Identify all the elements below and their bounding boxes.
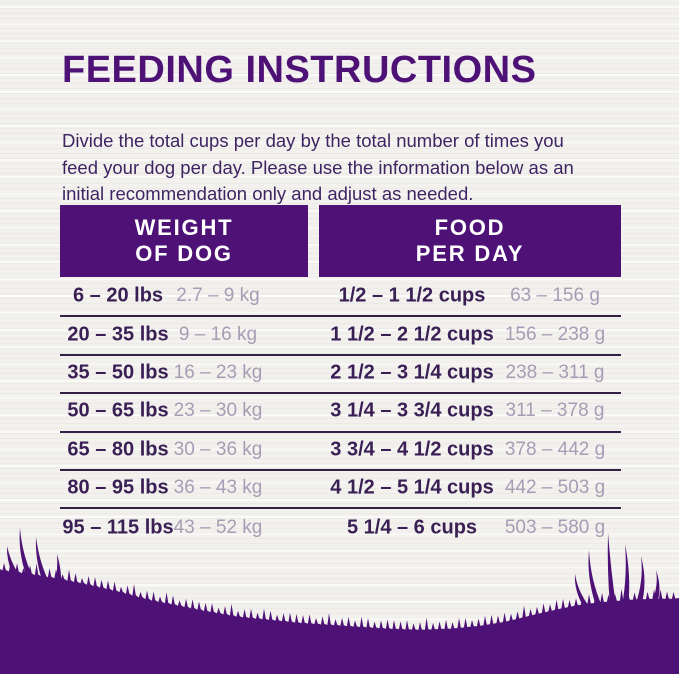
food-cups-value: 2 1/2 – 3 1/4 cups (330, 361, 494, 384)
food-cups-value: 3 3/4 – 4 1/2 cups (330, 438, 494, 461)
weight-lbs-value: 65 – 80 lbs (67, 438, 169, 461)
bottom-border-strip (0, 674, 679, 679)
column-header-food-per-day: FOOD PER DAY (319, 205, 621, 277)
intro-line-1: Divide the total cups per day by the tot… (62, 130, 564, 151)
table-row: 20 – 35 lbs 9 – 16 kg 1 1/2 – 2 1/2 cups… (60, 317, 621, 356)
intro-text: Divide the total cups per day by the tot… (62, 128, 574, 208)
table-row: 80 – 95 lbs 36 – 43 kg 4 1/2 – 5 1/4 cup… (60, 471, 621, 510)
weight-kg-value: 23 – 30 kg (173, 400, 263, 422)
weight-kg-value: 9 – 16 kg (178, 323, 258, 345)
intro-line-3: initial recommendation only and adjust a… (62, 183, 474, 204)
food-cups-value: 3 1/4 – 3 3/4 cups (330, 399, 494, 422)
weight-kg-value: 2.7 – 9 kg (176, 285, 260, 307)
food-grams-value: 503 – 580 g (504, 517, 606, 539)
grass-silhouette (0, 528, 679, 674)
weight-lbs-value: 20 – 35 lbs (67, 323, 169, 346)
weight-lbs-value: 6 – 20 lbs (72, 284, 164, 307)
intro-line-2: feed your dog per day. Please use the in… (62, 156, 574, 178)
table-row: 50 – 65 lbs 23 – 30 kg 3 1/4 – 3 3/4 cup… (60, 394, 621, 433)
column-header-food-line-1: FOOD (434, 215, 506, 240)
food-grams-value: 378 – 442 g (504, 438, 606, 460)
weight-kg-value: 36 – 43 kg (173, 477, 263, 499)
weight-lbs-value: 35 – 50 lbs (67, 361, 169, 384)
table-row: 65 – 80 lbs 30 – 36 kg 3 3/4 – 4 1/2 cup… (60, 433, 621, 471)
table-row: 35 – 50 lbs 16 – 23 kg 2 1/2 – 3 1/4 cup… (60, 356, 621, 395)
weight-kg-value: 43 – 52 kg (173, 517, 263, 539)
column-header-food-line-2: PER DAY (415, 241, 525, 266)
column-header-weight-line-2: OF DOG (135, 241, 233, 266)
food-cups-value: 1 1/2 – 2 1/2 cups (330, 323, 494, 346)
weight-lbs-value: 50 – 65 lbs (67, 399, 169, 422)
food-grams-value: 238 – 311 g (505, 362, 605, 384)
weight-lbs-value: 95 – 115 lbs (62, 516, 174, 539)
weight-lbs-value: 80 – 95 lbs (67, 476, 169, 499)
food-cups-value: 1/2 – 1 1/2 cups (338, 284, 486, 307)
table-row: 6 – 20 lbs 2.7 – 9 kg 1/2 – 1 1/2 cups 6… (60, 279, 621, 318)
food-grams-value: 63 – 156 g (510, 285, 600, 307)
table-row: 95 – 115 lbs 43 – 52 kg 5 1/4 – 6 cups 5… (60, 509, 621, 549)
feeding-table: 6 – 20 lbs 2.7 – 9 kg 1/2 – 1 1/2 cups 6… (60, 279, 621, 549)
food-grams-value: 311 – 378 g (505, 400, 605, 422)
column-header-weight-line-1: WEIGHT (134, 215, 234, 240)
food-grams-value: 442 – 503 g (504, 477, 606, 499)
weight-kg-value: 16 – 23 kg (173, 362, 263, 384)
page-title: FEEDING INSTRUCTIONS (62, 49, 537, 91)
column-header-weight-of-dog: WEIGHT OF DOG (60, 205, 308, 277)
food-cups-value: 4 1/2 – 5 1/4 cups (330, 476, 494, 499)
food-cups-value: 5 1/4 – 6 cups (346, 516, 478, 539)
food-grams-value: 156 – 238 g (504, 323, 606, 345)
weight-kg-value: 30 – 36 kg (173, 438, 263, 460)
